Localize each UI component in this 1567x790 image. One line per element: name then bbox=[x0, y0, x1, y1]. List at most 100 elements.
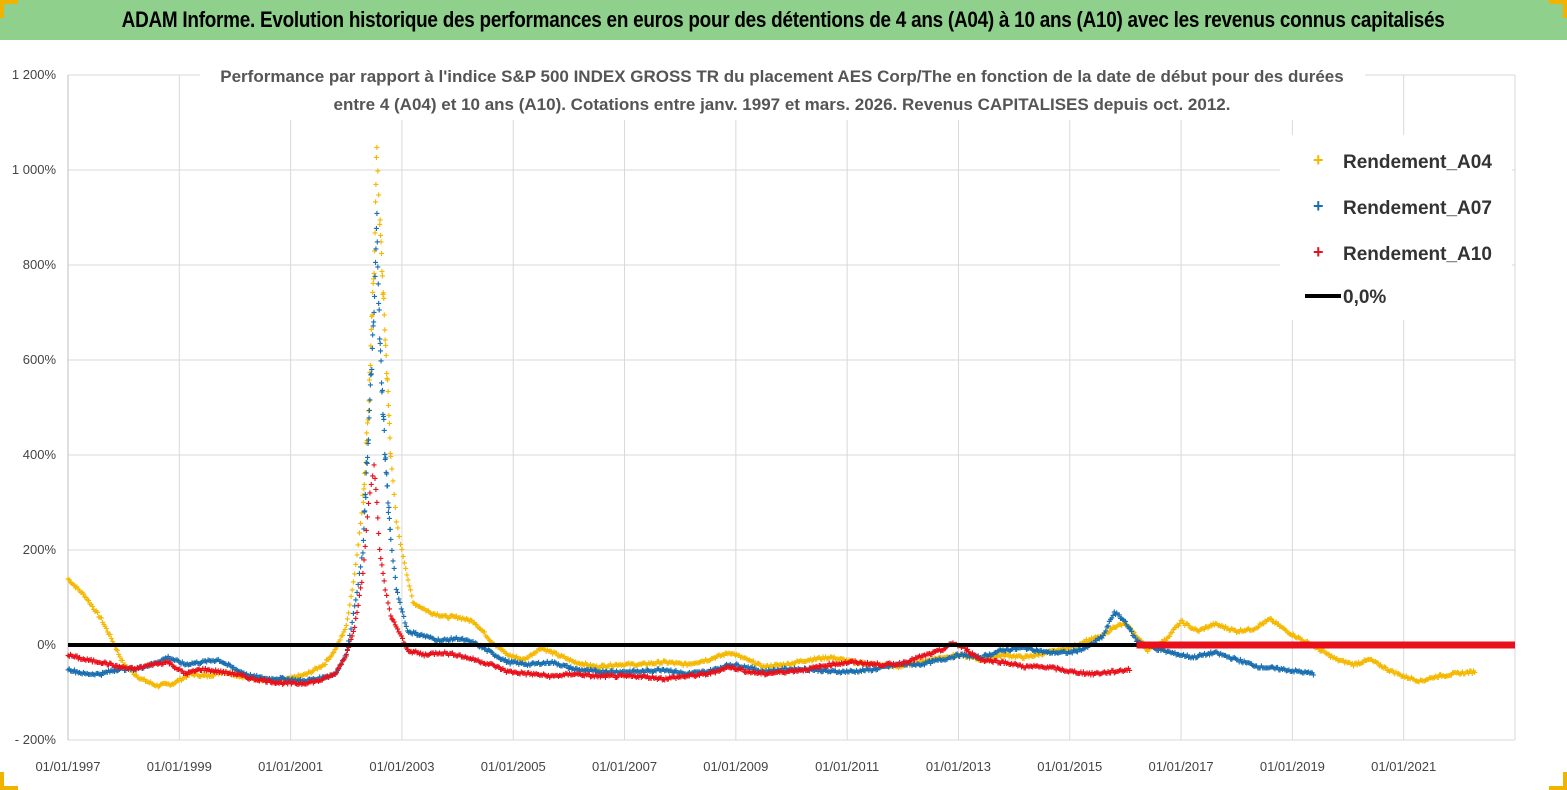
data-point: + bbox=[241, 671, 247, 682]
y-axis-ticks: 1 200%1 000%800%600%400%200%0%- 200% bbox=[12, 67, 57, 747]
data-point: + bbox=[1058, 645, 1064, 656]
data-point: + bbox=[1144, 644, 1150, 655]
data-point: + bbox=[1240, 658, 1246, 669]
data-point: + bbox=[86, 596, 92, 607]
data-point: + bbox=[230, 671, 236, 682]
data-point: + bbox=[1154, 646, 1160, 657]
data-point: + bbox=[1450, 668, 1456, 679]
data-point: + bbox=[818, 661, 824, 672]
data-point: + bbox=[703, 655, 709, 666]
data-point: + bbox=[872, 659, 878, 670]
data-point: + bbox=[220, 659, 226, 670]
data-point: + bbox=[924, 659, 930, 670]
data-point: + bbox=[425, 632, 431, 643]
data-point: + bbox=[717, 666, 723, 677]
data-point: + bbox=[1238, 655, 1244, 666]
data-point: + bbox=[129, 663, 135, 674]
data-point: + bbox=[804, 666, 810, 677]
data-point: + bbox=[296, 676, 302, 687]
data-point: + bbox=[390, 615, 396, 626]
data-point: + bbox=[701, 667, 707, 678]
data-point: + bbox=[820, 652, 826, 663]
data-point: + bbox=[813, 663, 819, 674]
data-point: + bbox=[731, 661, 737, 672]
data-point: + bbox=[868, 659, 874, 670]
data-point: + bbox=[464, 653, 470, 664]
data-point: + bbox=[749, 662, 755, 673]
data-point: + bbox=[272, 676, 278, 687]
data-point: + bbox=[307, 677, 313, 688]
data-point: + bbox=[459, 615, 465, 626]
data-point: + bbox=[361, 536, 367, 547]
data-point: + bbox=[380, 290, 386, 301]
data-point: + bbox=[456, 635, 462, 646]
data-point: + bbox=[433, 648, 439, 659]
data-point: + bbox=[371, 308, 377, 319]
data-point: + bbox=[242, 673, 248, 684]
data-point: + bbox=[396, 532, 402, 543]
data-point: + bbox=[1252, 662, 1258, 673]
data-point: + bbox=[829, 666, 835, 677]
data-point: + bbox=[1021, 654, 1027, 665]
data-point: + bbox=[1361, 656, 1367, 667]
data-point: + bbox=[393, 585, 399, 596]
data-point: + bbox=[283, 678, 289, 689]
data-point: + bbox=[263, 674, 269, 685]
data-point: + bbox=[518, 654, 524, 665]
data-point: + bbox=[321, 674, 327, 685]
data-point: + bbox=[523, 670, 529, 681]
data-point: + bbox=[1033, 649, 1039, 660]
data-point: + bbox=[1419, 676, 1425, 687]
data-point: + bbox=[590, 661, 596, 672]
data-point: + bbox=[1177, 619, 1183, 630]
data-point: + bbox=[1364, 656, 1370, 667]
data-point: + bbox=[1100, 668, 1106, 679]
data-point: + bbox=[98, 671, 104, 682]
data-point: + bbox=[1393, 668, 1399, 679]
data-point: + bbox=[160, 655, 166, 666]
data-point: + bbox=[1024, 662, 1030, 673]
data-point: + bbox=[763, 662, 769, 673]
data-point: + bbox=[373, 485, 379, 496]
data-point: + bbox=[1219, 651, 1225, 662]
data-point: + bbox=[304, 680, 310, 691]
data-point: + bbox=[389, 614, 395, 625]
data-point: + bbox=[1098, 632, 1104, 643]
data-point: + bbox=[721, 651, 727, 662]
data-point: + bbox=[563, 661, 569, 672]
data-point: + bbox=[326, 655, 332, 666]
data-point: + bbox=[143, 677, 149, 688]
data-point: + bbox=[412, 628, 418, 639]
data-point: + bbox=[959, 650, 965, 661]
data-point: + bbox=[595, 668, 601, 679]
data-point: + bbox=[902, 661, 908, 672]
data-point: + bbox=[254, 676, 260, 687]
data-point: + bbox=[1266, 615, 1272, 626]
data-point: + bbox=[915, 659, 921, 670]
data-point: + bbox=[894, 662, 900, 673]
data-point: + bbox=[1006, 646, 1012, 657]
data-point: + bbox=[498, 645, 504, 656]
data-point: + bbox=[258, 675, 264, 686]
data-point: + bbox=[1305, 668, 1311, 679]
data-point: + bbox=[1015, 662, 1021, 673]
data-point: + bbox=[292, 672, 298, 683]
data-point: + bbox=[337, 661, 343, 672]
data-point: + bbox=[578, 666, 584, 677]
data-point: + bbox=[165, 652, 171, 663]
data-point: + bbox=[116, 662, 122, 673]
data-point: + bbox=[1290, 629, 1296, 640]
data-point: + bbox=[1158, 646, 1164, 657]
data-point: + bbox=[471, 618, 477, 629]
data-point: + bbox=[1048, 649, 1054, 660]
data-point: + bbox=[808, 655, 814, 666]
data-point: + bbox=[543, 659, 549, 670]
data-point: + bbox=[218, 669, 224, 680]
data-point: + bbox=[277, 677, 283, 688]
data-point: + bbox=[710, 654, 716, 665]
data-point: + bbox=[1079, 669, 1085, 680]
data-point: + bbox=[656, 657, 662, 668]
data-point: + bbox=[713, 654, 719, 665]
data-point: + bbox=[1105, 622, 1111, 633]
data-point: + bbox=[1067, 643, 1073, 654]
